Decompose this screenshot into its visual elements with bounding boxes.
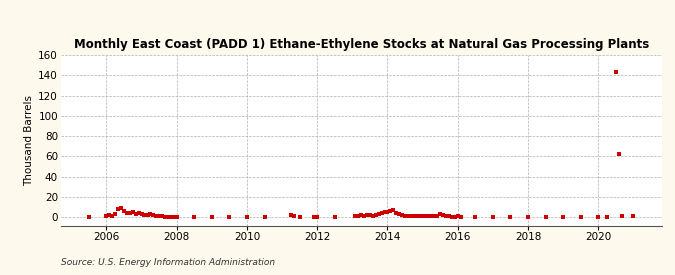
Title: Monthly East Coast (PADD 1) Ethane-Ethylene Stocks at Natural Gas Processing Pla: Monthly East Coast (PADD 1) Ethane-Ethyl… — [74, 38, 649, 51]
Point — [356, 213, 367, 218]
Point — [610, 70, 621, 75]
Point — [455, 215, 466, 219]
Point — [593, 215, 603, 219]
Point — [101, 214, 112, 219]
Point — [443, 214, 454, 219]
Point — [429, 214, 439, 219]
Point — [364, 213, 375, 218]
Point — [107, 214, 118, 219]
Point — [400, 214, 410, 219]
Point — [224, 215, 235, 219]
Point — [487, 215, 498, 219]
Point — [139, 213, 150, 218]
Point — [601, 215, 612, 219]
Point — [154, 214, 165, 219]
Point — [402, 214, 413, 219]
Point — [391, 211, 402, 216]
Point — [242, 215, 252, 219]
Point — [145, 212, 156, 216]
Point — [171, 215, 182, 219]
Point — [388, 208, 399, 213]
Point — [379, 210, 390, 214]
Point — [165, 215, 176, 219]
Point — [426, 214, 437, 219]
Point — [362, 213, 373, 218]
Point — [540, 215, 551, 219]
Point — [441, 214, 452, 219]
Point — [371, 213, 381, 218]
Point — [522, 215, 533, 219]
Point — [358, 214, 369, 219]
Point — [207, 215, 217, 219]
Point — [385, 209, 396, 213]
Point — [151, 214, 162, 219]
Point — [294, 215, 305, 219]
Point — [110, 212, 121, 216]
Point — [128, 210, 138, 214]
Point — [286, 213, 296, 218]
Point — [470, 215, 481, 219]
Point — [614, 152, 624, 157]
Point — [259, 215, 270, 219]
Point — [104, 213, 115, 218]
Point — [312, 215, 323, 219]
Point — [376, 211, 387, 216]
Point — [136, 212, 147, 216]
Point — [394, 212, 404, 216]
Point — [157, 214, 167, 219]
Point — [420, 214, 431, 219]
Point — [130, 212, 141, 216]
Point — [119, 209, 130, 213]
Point — [411, 214, 422, 219]
Point — [406, 214, 416, 219]
Point — [452, 214, 463, 219]
Point — [84, 215, 95, 219]
Point — [367, 214, 378, 219]
Point — [116, 206, 127, 210]
Point — [437, 213, 448, 218]
Point — [628, 214, 639, 219]
Point — [288, 214, 299, 219]
Point — [382, 210, 393, 214]
Point — [446, 215, 457, 219]
Point — [122, 211, 132, 216]
Point — [148, 213, 159, 218]
Point — [169, 215, 180, 219]
Point — [189, 215, 200, 219]
Point — [160, 215, 171, 219]
Point — [432, 214, 443, 219]
Point — [134, 211, 144, 216]
Point — [125, 211, 136, 216]
Y-axis label: Thousand Barrels: Thousand Barrels — [24, 95, 34, 186]
Point — [450, 215, 460, 219]
Point — [616, 214, 627, 219]
Point — [558, 215, 568, 219]
Point — [414, 214, 425, 219]
Point — [142, 213, 153, 218]
Point — [397, 213, 408, 218]
Point — [575, 215, 586, 219]
Point — [505, 215, 516, 219]
Point — [435, 212, 446, 216]
Point — [113, 207, 124, 211]
Point — [350, 214, 360, 219]
Point — [417, 214, 428, 219]
Point — [423, 214, 434, 219]
Point — [329, 215, 340, 219]
Point — [309, 215, 320, 219]
Point — [373, 212, 384, 216]
Point — [408, 214, 419, 219]
Point — [163, 215, 173, 219]
Text: Source: U.S. Energy Information Administration: Source: U.S. Energy Information Administ… — [61, 258, 275, 267]
Point — [353, 214, 364, 219]
